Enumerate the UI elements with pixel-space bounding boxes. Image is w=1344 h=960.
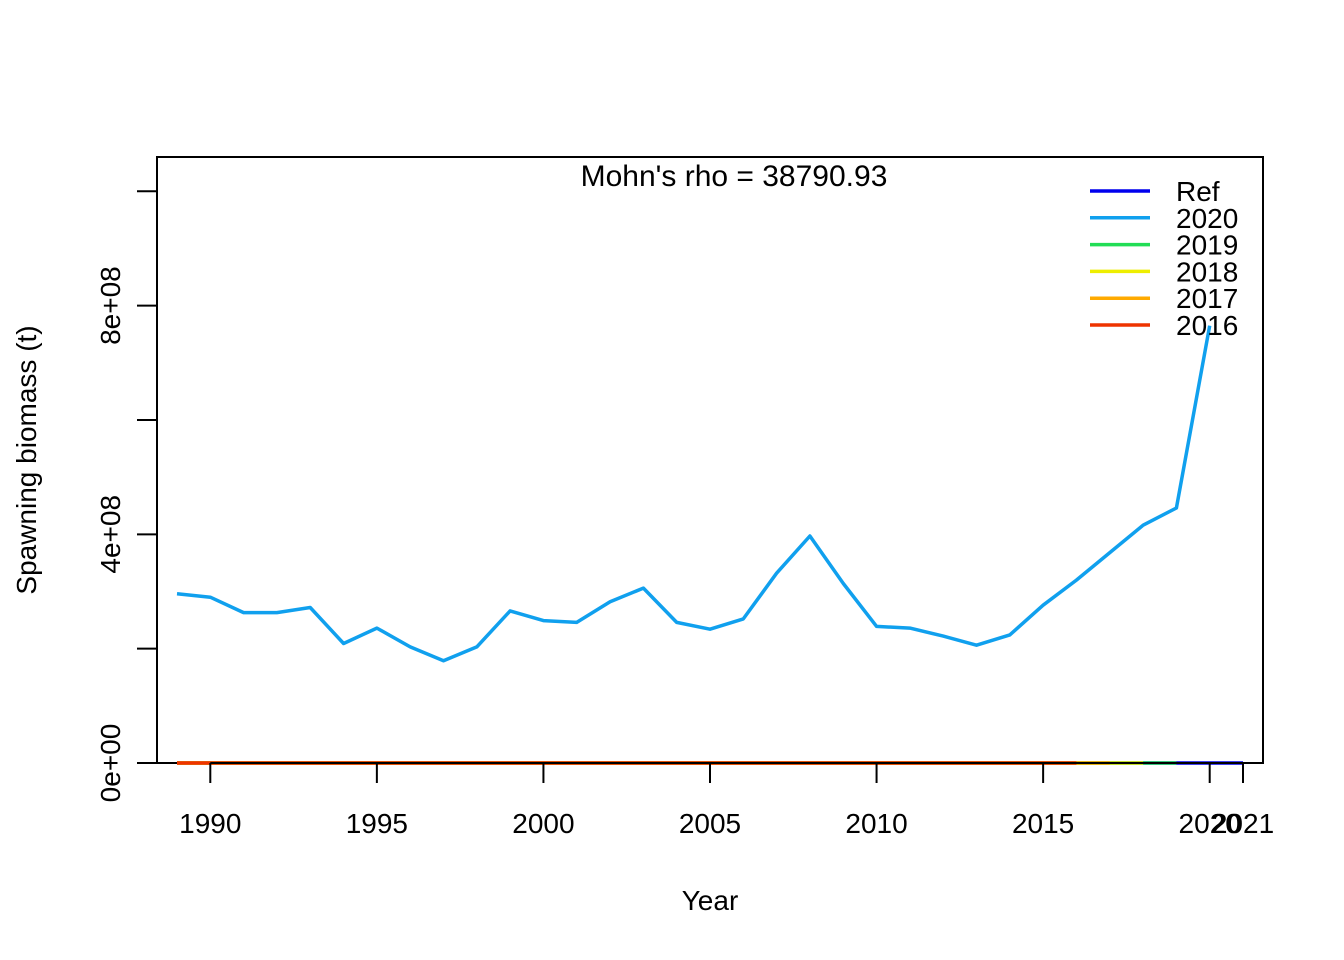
y-tick-label: 0e+00 bbox=[95, 724, 126, 803]
y-tick-label: 4e+08 bbox=[95, 495, 126, 574]
y-axis-title: Spawning biomass (t) bbox=[11, 325, 42, 594]
x-tick-label: 2005 bbox=[679, 808, 741, 839]
y-axis: 0e+00 4e+08 8e+08 bbox=[95, 190, 158, 803]
x-tick-label: 1990 bbox=[179, 808, 241, 839]
mohns-rho-annotation: Mohn's rho = 38790.93 bbox=[581, 160, 888, 193]
x-axis-title: Year bbox=[682, 885, 739, 916]
x-tick-label: 2021 bbox=[1212, 808, 1274, 839]
legend-label-2017: 2017 bbox=[1176, 283, 1238, 314]
plot-frame bbox=[156, 156, 1264, 764]
legend-label-2018: 2018 bbox=[1176, 256, 1238, 287]
x-tick-label: 2020 bbox=[1179, 808, 1241, 839]
x-tick-label: 2010 bbox=[845, 808, 907, 839]
series-line-2020 bbox=[176, 325, 1212, 663]
x-tick-label: 2000 bbox=[512, 808, 574, 839]
legend-label-2019: 2019 bbox=[1176, 230, 1238, 261]
legend-label-2020: 2020 bbox=[1176, 203, 1238, 234]
x-tick-label: 2015 bbox=[1012, 808, 1074, 839]
x-tick-label: 1995 bbox=[346, 808, 408, 839]
legend-label-ref: Ref bbox=[1176, 176, 1220, 207]
series-layer bbox=[176, 325, 1243, 765]
y-tick-label: 8e+08 bbox=[95, 266, 126, 345]
legend-label-2016: 2016 bbox=[1176, 310, 1238, 341]
